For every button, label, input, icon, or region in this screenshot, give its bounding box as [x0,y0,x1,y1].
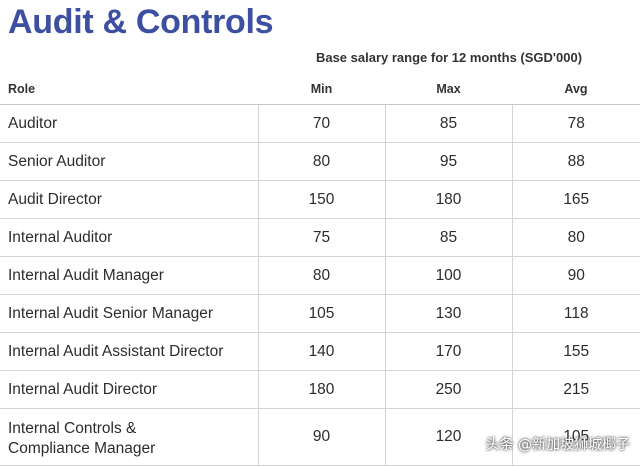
column-header-min: Min [258,74,385,105]
table-row: Auditor 70 85 78 [0,104,640,143]
min-cell: 90 [257,408,385,466]
role-cell: Internal Audit Assistant Director [0,332,258,371]
table-row: Audit Director 150 180 165 [0,180,640,219]
role-cell: Internal Audit Manager [0,256,258,295]
min-cell: 80 [257,256,385,295]
table-header-row: Role Min Max Avg [0,74,640,105]
role-cell-line-2: Compliance Manager [8,440,156,457]
max-cell: 95 [384,142,512,181]
table-row: Internal Audit Assistant Director 140 17… [0,332,640,371]
avg-cell: 165 [511,180,640,219]
min-cell: 180 [257,370,385,409]
avg-cell: 118 [511,294,640,333]
table-row: Internal Audit Senior Manager 105 130 11… [0,294,640,333]
column-header-avg: Avg [512,74,640,105]
role-cell: Audit Director [0,180,258,219]
min-cell: 75 [257,218,385,257]
table-row: Internal Audit Director 180 250 215 [0,370,640,409]
max-cell: 85 [384,218,512,257]
salary-table: Role Min Max Avg Auditor 70 85 78 Senior… [0,74,640,466]
column-header-role: Role [0,74,258,105]
role-cell: Auditor [0,104,258,143]
max-cell: 180 [384,180,512,219]
role-cell: Internal Controls & Compliance Manager [0,408,258,466]
table-subtitle: Base salary range for 12 months (SGD'000… [315,50,583,65]
role-cell: Internal Auditor [0,218,258,257]
max-cell: 170 [384,332,512,371]
role-cell: Internal Audit Director [0,370,258,409]
table-row: Internal Controls & Compliance Manager 9… [0,408,640,466]
max-cell: 85 [384,104,512,143]
avg-cell: 88 [511,142,640,181]
min-cell: 80 [257,142,385,181]
min-cell: 105 [257,294,385,333]
watermark-text: 头条 @新加坡狮城椰子 [485,437,630,453]
page-title: Audit & Controls [8,3,274,41]
table-row: Senior Auditor 80 95 88 [0,142,640,181]
avg-cell: 215 [511,370,640,409]
avg-cell: 90 [511,256,640,295]
role-cell-line-1: Internal Controls & [8,420,137,437]
avg-cell: 78 [511,104,640,143]
min-cell: 140 [257,332,385,371]
table-row: Internal Auditor 75 85 80 [0,218,640,257]
avg-cell: 155 [511,332,640,371]
role-cell: Senior Auditor [0,142,258,181]
max-cell: 120 [384,408,512,466]
min-cell: 70 [257,104,385,143]
avg-cell: 80 [511,218,640,257]
max-cell: 250 [384,370,512,409]
role-cell: Internal Audit Senior Manager [0,294,258,333]
min-cell: 150 [257,180,385,219]
max-cell: 100 [384,256,512,295]
max-cell: 130 [384,294,512,333]
table-row: Internal Audit Manager 80 100 90 [0,256,640,295]
column-header-max: Max [385,74,512,105]
